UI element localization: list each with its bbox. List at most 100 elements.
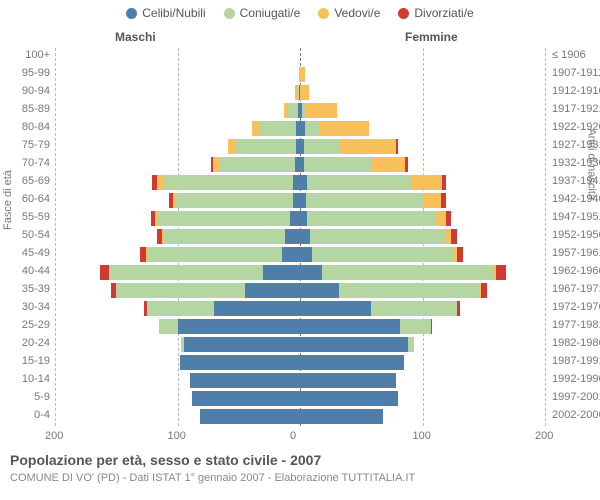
bar-segment [304,139,341,154]
bar-segment [306,103,337,118]
bar-segment [180,355,300,370]
bar-segment [159,319,177,334]
bar-segment [116,283,245,298]
x-tick-label: 100 [413,430,431,442]
female-bar [300,355,404,370]
female-bar [300,211,451,226]
bar-segment [371,301,457,316]
grid-line [545,48,546,426]
female-bar [300,409,383,424]
bar-segment [300,175,307,190]
legend-swatch [224,8,235,19]
bar-segment [184,337,300,352]
bar-segment [200,409,300,424]
male-bar [252,121,300,136]
bar-segment [300,265,322,280]
bar-segment [282,247,300,262]
bar-segment [300,391,398,406]
legend-item: Celibi/Nubili [126,6,205,20]
female-bar [300,157,408,172]
birth-year-label: 1917-1921 [552,103,600,115]
bar-segment [252,121,259,136]
legend-swatch [126,8,137,19]
age-label: 0-4 [5,409,50,421]
bar-segment [431,319,432,334]
bar-segment [176,193,292,208]
bar-segment [300,67,305,82]
legend: Celibi/NubiliConiugati/eVedovi/eDivorzia… [0,0,600,20]
bar-segment [300,355,404,370]
bar-segment [307,175,411,190]
x-tick-label: 100 [168,430,186,442]
male-bar [190,373,300,388]
bar-segment [310,229,445,244]
male-bar [284,103,300,118]
male-bar [159,319,300,334]
female-bar [300,85,309,100]
bar-segment [481,283,487,298]
bar-segment [446,211,451,226]
age-label: 90-94 [5,85,50,97]
bar-segment [400,319,431,334]
bar-segment [442,175,446,190]
age-label: 5-9 [5,391,50,403]
x-tick-label: 200 [535,430,553,442]
age-label: 80-84 [5,121,50,133]
bar-segment [285,229,300,244]
age-label: 40-44 [5,265,50,277]
age-label: 20-24 [5,337,50,349]
female-bar [300,67,305,82]
bar-segment [290,211,300,226]
bar-segment [451,229,457,244]
birth-year-label: 1982-1986 [552,337,600,349]
bar-segment [228,139,235,154]
birth-year-label: 1932-1936 [552,157,600,169]
age-label: 100+ [5,49,50,61]
bar-segment [300,229,310,244]
chart-subtitle: COMUNE DI VO' (PD) - Dati ISTAT 1° genna… [10,472,415,484]
legend-label: Divorziati/e [414,6,473,20]
birth-year-label: 1942-1946 [552,193,600,205]
female-bar [300,301,460,316]
bar-segment [307,211,436,226]
male-bar [200,409,300,424]
bar-segment [235,139,296,154]
female-bar [300,283,487,298]
bar-segment [214,301,300,316]
bar-segment [322,265,494,280]
bar-segment [436,211,446,226]
birth-year-label: 1937-1941 [552,175,600,187]
bar-segment [396,139,398,154]
female-bar [300,391,398,406]
age-label: 95-99 [5,67,50,79]
age-label: 70-74 [5,157,50,169]
bar-segment [371,157,405,172]
bar-segment [288,103,298,118]
legend-label: Coniugati/e [240,6,301,20]
birth-year-label: 1912-1916 [552,85,600,97]
bar-segment [263,265,300,280]
male-bar [100,265,300,280]
bar-segment [305,121,320,136]
female-bar [300,175,446,190]
female-bar [300,139,398,154]
female-header: Femmine [405,30,458,44]
male-bar [228,139,300,154]
birth-year-label: 1997-2001 [552,391,600,403]
bar-segment [178,319,301,334]
male-bar [181,337,300,352]
birth-year-label: 1987-1991 [552,355,600,367]
bar-segment [164,175,293,190]
age-label: 85-89 [5,103,50,115]
male-bar [111,283,300,298]
bar-segment [245,283,300,298]
bar-segment [408,337,414,352]
birth-year-label: 1967-1971 [552,283,600,295]
age-label: 60-64 [5,193,50,205]
bar-segment [496,265,506,280]
bar-segment [457,301,461,316]
female-bar [300,229,457,244]
bar-segment [411,175,442,190]
birth-year-label: 1922-1926 [552,121,600,133]
bar-segment [293,175,300,190]
